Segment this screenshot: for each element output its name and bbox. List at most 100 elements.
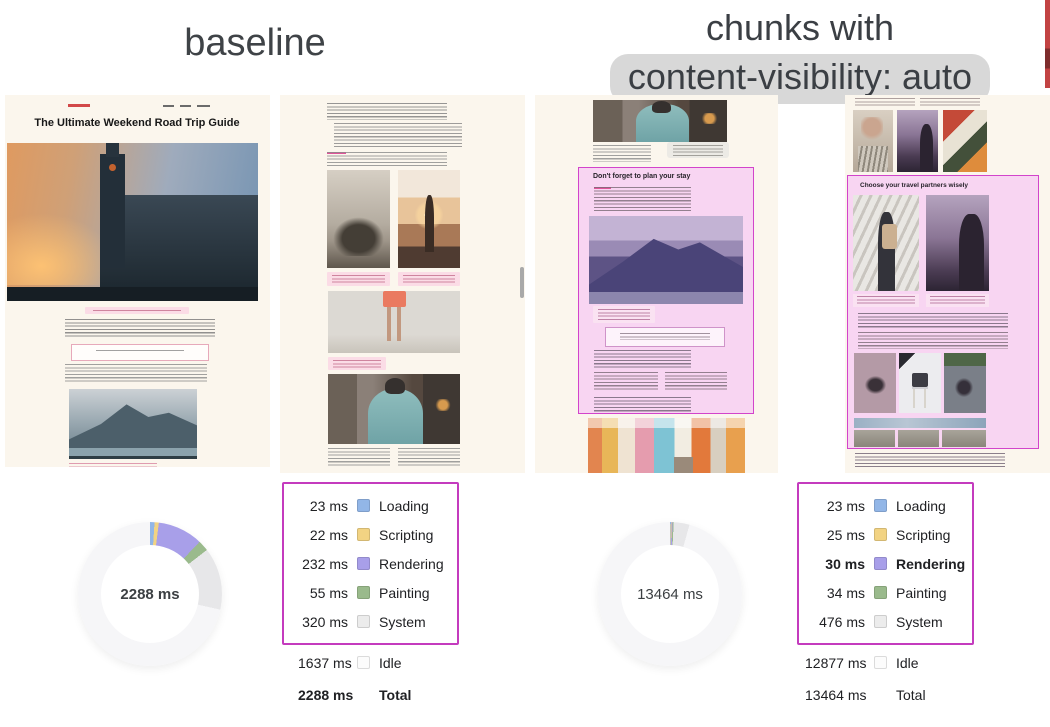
content-visibility-chunk: Choose your travel partners wisely bbox=[847, 175, 1039, 449]
rendering-label: Rendering bbox=[379, 555, 444, 572]
photo-vegetables bbox=[943, 110, 987, 172]
legend-row-system: 476 ms System bbox=[799, 607, 972, 636]
chunk-heading: Don't forget to plan your stay bbox=[593, 173, 691, 180]
photo-colorful-houses-street bbox=[588, 418, 745, 473]
photo-caption bbox=[853, 294, 919, 307]
content-visibility-chunk: Don't forget to plan your stay bbox=[578, 167, 754, 414]
photo-caption bbox=[69, 463, 157, 467]
photo-city-dusk bbox=[897, 110, 938, 172]
hero-photo-clock-tower-sunset bbox=[7, 143, 258, 301]
paragraph-placeholder bbox=[594, 350, 691, 368]
rendering-time: 232 ms bbox=[302, 555, 348, 572]
photo-person-on-road bbox=[944, 353, 986, 413]
idle-swatch-icon bbox=[874, 656, 887, 669]
baseline-donut-chart: 2288 ms bbox=[78, 522, 222, 666]
text-column bbox=[665, 372, 727, 392]
photo-dog-in-field bbox=[854, 353, 896, 413]
system-swatch-icon bbox=[357, 615, 370, 628]
paragraph-placeholder bbox=[855, 453, 1005, 467]
scripting-label: Scripting bbox=[379, 526, 434, 543]
total-spacer bbox=[357, 688, 370, 701]
photo-mountains-purple bbox=[589, 216, 743, 304]
loading-label: Loading bbox=[379, 497, 429, 514]
mountain-lake-photo bbox=[69, 389, 197, 459]
legend-row-rendering: 232 ms Rendering bbox=[284, 549, 457, 578]
painting-time: 34 ms bbox=[826, 584, 865, 601]
nav-link bbox=[163, 105, 174, 107]
nav-link bbox=[197, 105, 210, 107]
idle-label: Idle bbox=[379, 654, 402, 671]
system-time: 476 ms bbox=[819, 613, 865, 630]
rendering-swatch-icon bbox=[357, 557, 370, 570]
variant-title-text: chunks with bbox=[705, 7, 895, 48]
caption-column bbox=[593, 145, 651, 162]
pull-quote-box bbox=[71, 344, 209, 361]
idle-swatch-icon bbox=[357, 656, 370, 669]
painting-swatch-icon bbox=[874, 586, 887, 599]
rendering-time: 30 ms bbox=[825, 555, 865, 572]
baseline-total-time: 2288 ms bbox=[120, 585, 180, 603]
paragraph-placeholder bbox=[858, 332, 1008, 349]
photo-stool-camera-gear bbox=[899, 353, 941, 413]
photo-person-beach-sunset bbox=[398, 170, 460, 268]
hero-caption bbox=[85, 307, 189, 314]
photo-thumbnail bbox=[854, 430, 895, 447]
legend-row-idle: 12877 ms Idle bbox=[797, 648, 974, 677]
article-title: The Ultimate Weekend Road Trip Guide bbox=[34, 117, 240, 129]
paragraph-placeholder bbox=[327, 152, 447, 166]
system-time: 320 ms bbox=[302, 613, 348, 630]
photo-caption bbox=[327, 272, 390, 286]
photo-person-slat-wall bbox=[853, 195, 919, 291]
photo-thumbnail bbox=[898, 430, 939, 447]
legend-row-rendering: 30 ms Rendering bbox=[799, 549, 972, 578]
photo-thumbnail bbox=[942, 430, 986, 447]
scripting-swatch-icon bbox=[874, 528, 887, 541]
bullet-list-placeholder bbox=[334, 123, 462, 149]
variant-legend: 23 ms Loading 25 ms Scripting 30 ms Rend… bbox=[797, 482, 974, 709]
painting-swatch-icon bbox=[357, 586, 370, 599]
screenshot-variant-page-chunk-1: Don't forget to plan your stay bbox=[535, 95, 778, 473]
loading-swatch-icon bbox=[874, 499, 887, 512]
loading-label: Loading bbox=[896, 497, 946, 514]
total-spacer bbox=[874, 688, 887, 701]
scripting-swatch-icon bbox=[357, 528, 370, 541]
total-label: Total bbox=[379, 686, 412, 703]
photo-portrait-woman bbox=[853, 110, 893, 172]
donut-hole: 2288 ms bbox=[101, 545, 199, 643]
caption-column bbox=[920, 98, 980, 108]
paragraph-placeholder bbox=[327, 103, 447, 120]
chunk-heading: Choose your travel partners wisely bbox=[860, 182, 969, 189]
paragraph-placeholder bbox=[594, 187, 691, 212]
photo-legs-on-beach bbox=[328, 291, 460, 353]
baseline-legend-highlight-box: 23 ms Loading 22 ms Scripting 232 ms Ren… bbox=[282, 482, 459, 645]
scrollbar-thumb[interactable] bbox=[520, 267, 524, 298]
paragraph-placeholder bbox=[65, 364, 207, 384]
photo-caption bbox=[398, 272, 460, 286]
painting-label: Painting bbox=[896, 584, 947, 601]
variant-donut-chart: 13464 ms bbox=[598, 522, 742, 666]
variant-total-time: 13464 ms bbox=[637, 585, 703, 603]
floating-caption-box bbox=[667, 142, 729, 158]
screenshot-variant-page-chunk-2: Choose your travel partners wisely bbox=[845, 95, 1050, 473]
photo-caption bbox=[328, 357, 386, 370]
paragraph-placeholder bbox=[858, 313, 1008, 328]
total-time: 2288 ms bbox=[298, 686, 354, 703]
rendering-swatch-icon bbox=[874, 557, 887, 570]
painting-label: Painting bbox=[379, 584, 430, 601]
legend-row-system: 320 ms System bbox=[284, 607, 457, 636]
screenshot-baseline-page-bottom bbox=[280, 95, 525, 473]
photo-motorcycle-fog bbox=[327, 170, 390, 268]
clipped-page-edge bbox=[1045, 0, 1050, 88]
photo-person-overlooking-city bbox=[926, 195, 989, 291]
pull-quote-box bbox=[605, 327, 725, 347]
scripting-time: 25 ms bbox=[826, 526, 865, 543]
photo-panorama-strip bbox=[854, 418, 986, 428]
idle-time: 1637 ms bbox=[298, 654, 352, 671]
total-label: Total bbox=[896, 686, 926, 703]
scripting-time: 22 ms bbox=[309, 526, 348, 543]
loading-time: 23 ms bbox=[309, 497, 348, 514]
legend-row-total: 13464 ms Total bbox=[797, 680, 974, 709]
legend-row-scripting: 22 ms Scripting bbox=[284, 520, 457, 549]
legend-row-scripting: 25 ms Scripting bbox=[799, 520, 972, 549]
